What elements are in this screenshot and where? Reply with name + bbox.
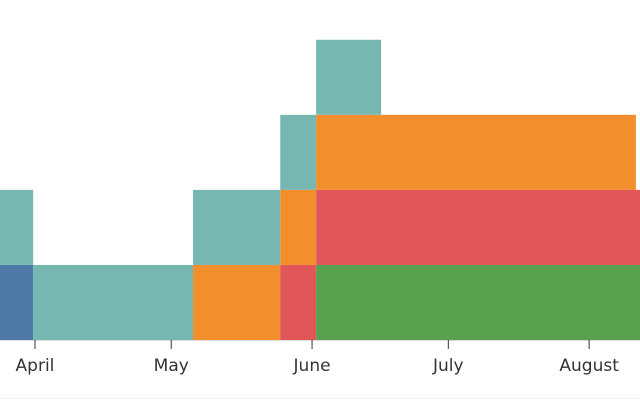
interval-bar <box>193 264 281 340</box>
x-tick-label: April <box>16 356 55 376</box>
interval-bar <box>316 39 382 115</box>
interval-bar <box>316 189 640 265</box>
x-tick-label: May <box>154 356 189 376</box>
x-tick-label: June <box>293 356 331 376</box>
x-tick-label: August <box>559 356 619 376</box>
interval-bar <box>0 189 34 265</box>
interval-bar <box>316 114 636 190</box>
interval-bar <box>33 264 194 340</box>
interval-bar <box>280 189 317 265</box>
interval-bar <box>193 189 281 265</box>
x-tick-label: July <box>432 356 464 376</box>
interval-bar <box>280 264 317 340</box>
interval-bar <box>280 114 317 190</box>
interval-bar <box>0 264 34 340</box>
interval-bar <box>316 264 640 340</box>
